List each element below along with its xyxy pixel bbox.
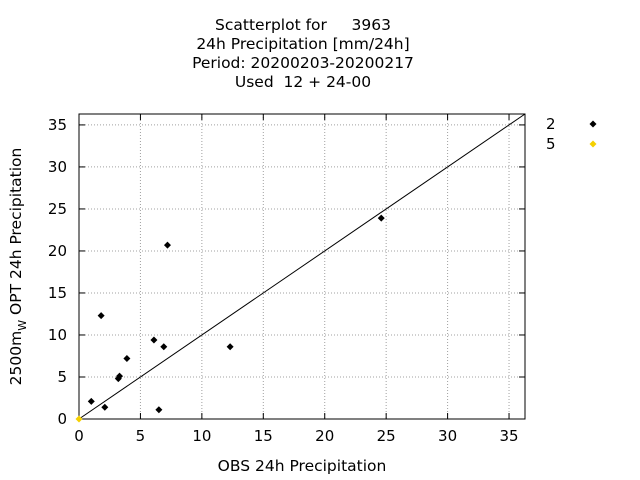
y-axis-label-main: 2500m	[7, 331, 25, 386]
y-axis-label-rest: OPT 24h Precipitation	[7, 148, 25, 320]
x-tick-label: 5	[136, 427, 146, 445]
data-point-series-2	[87, 397, 95, 405]
y-tick-label: 25	[48, 200, 67, 218]
data-point-series-2	[101, 403, 109, 411]
title-line-1: Scatterplot for 3963	[215, 16, 391, 34]
x-tick-label: 20	[315, 427, 334, 445]
data-point-series-2	[116, 372, 124, 380]
grid	[79, 114, 525, 419]
x-tick-label: 35	[499, 427, 518, 445]
y-tick-label: 5	[57, 368, 67, 386]
ticks: 0 5 10 15 20 25 30 35 0 5 10 15 20 25 30 35	[48, 114, 525, 445]
data-point-series-2	[163, 241, 171, 249]
data-point-series-2	[226, 343, 234, 351]
title-line-2: 24h Precipitation [mm/24h]	[196, 35, 410, 53]
legend: 25	[546, 115, 597, 153]
data-point-series-2	[123, 355, 131, 363]
x-tick-label: 0	[74, 427, 84, 445]
y-axis-label: 2500mW OPT 24h Precipitation	[7, 148, 29, 386]
x-tick-label: 30	[438, 427, 457, 445]
y-tick-label: 20	[48, 242, 67, 260]
reference-line	[78, 113, 526, 420]
data-point-series-2	[150, 336, 158, 344]
title-line-4: Used 12 + 24-00	[234, 73, 372, 91]
data-points	[75, 214, 385, 423]
chart-title: Scatterplot for 3963 24h Precipitation […	[0, 16, 606, 92]
data-point-series-2	[377, 214, 385, 222]
x-tick-label: 10	[192, 427, 211, 445]
data-point-series-2	[155, 406, 163, 414]
x-tick-label: 25	[377, 427, 396, 445]
data-point-series-2	[97, 312, 105, 320]
title-line-3: Period: 20200203-20200217	[192, 54, 414, 72]
y-tick-label: 10	[48, 326, 67, 344]
y-axis-label-sub: W	[16, 320, 29, 331]
y-tick-label: 35	[48, 116, 67, 134]
y-tick-label: 30	[48, 158, 67, 176]
data-point-series-5	[75, 415, 83, 423]
legend-marker-5	[589, 140, 597, 148]
legend-label-5: 5	[546, 135, 556, 153]
legend-label-2: 2	[546, 115, 556, 133]
reference-line-group	[78, 113, 526, 420]
y-tick-label: 15	[48, 284, 67, 302]
x-tick-label: 15	[254, 427, 273, 445]
legend-marker-2	[589, 120, 597, 128]
plot-frame	[78, 113, 526, 420]
x-axis-label: OBS 24h Precipitation	[218, 457, 387, 475]
y-tick-label: 0	[57, 410, 67, 428]
data-point-series-2	[160, 343, 168, 351]
